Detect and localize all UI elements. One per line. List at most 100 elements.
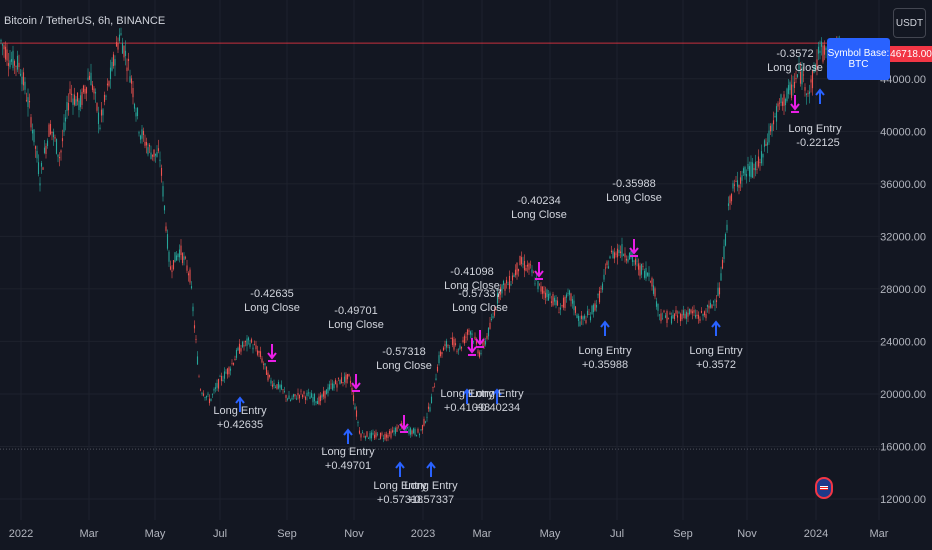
candle-body — [313, 394, 316, 402]
candle-body — [549, 293, 551, 296]
long-entry-value: +0.3572 — [696, 359, 736, 371]
candle-body — [427, 406, 430, 409]
candle-body — [201, 393, 203, 394]
candle-body — [352, 395, 355, 402]
candle-body — [621, 244, 623, 257]
long-close-arrowhead — [351, 382, 361, 390]
x-tick-label: Mar — [870, 528, 889, 540]
candle-body — [147, 147, 149, 155]
candle-body — [673, 313, 676, 320]
candle-body — [490, 318, 493, 321]
candle-body — [699, 318, 701, 321]
candle-body — [4, 46, 7, 60]
candle-body — [493, 309, 496, 316]
candle-body — [736, 180, 739, 187]
candle-body — [409, 428, 412, 435]
candle-body — [588, 313, 590, 315]
candle-body — [729, 196, 731, 204]
candle-body — [825, 47, 827, 50]
candle-body — [292, 394, 295, 397]
long-close-arrowhead — [399, 423, 409, 431]
candle-body — [742, 168, 745, 174]
candle-body — [697, 314, 700, 319]
candle-body — [682, 310, 685, 316]
long-entry-label: Long Entry — [321, 446, 375, 458]
candle-body — [514, 269, 517, 276]
candle-body — [252, 347, 254, 350]
candle-body — [301, 394, 304, 398]
candle-body — [75, 99, 77, 106]
us-flag-icon[interactable] — [815, 477, 833, 499]
candle-body — [811, 71, 814, 89]
candle-body — [70, 93, 73, 96]
candle-body — [543, 290, 545, 294]
candle-body — [681, 314, 683, 320]
candle-body — [555, 299, 557, 306]
long-entry-arrowhead — [343, 428, 353, 436]
candle-body — [226, 368, 229, 375]
candle-body — [786, 88, 788, 102]
candle-body — [306, 392, 308, 396]
long-close-label: Long Close — [452, 302, 508, 314]
candle-body — [261, 358, 263, 363]
candle-body — [172, 260, 175, 270]
candle-body — [27, 97, 29, 108]
candle-body — [741, 175, 743, 181]
candle-body — [727, 203, 730, 206]
x-tick-label: Sep — [277, 528, 297, 540]
candle-body — [1, 44, 4, 46]
candle-body — [321, 394, 323, 398]
candle-body — [745, 174, 748, 177]
candle-body — [463, 335, 466, 344]
candle-body — [495, 308, 497, 310]
candle-body — [117, 42, 119, 50]
candle-body — [583, 315, 586, 319]
candle-body — [142, 130, 145, 135]
candle-body — [196, 356, 199, 365]
candle-body — [49, 124, 52, 135]
candle-body — [346, 374, 349, 380]
candle-body — [805, 93, 808, 95]
candle-body — [574, 306, 577, 313]
candle-body — [454, 343, 457, 345]
candle-body — [792, 85, 794, 87]
candle-body — [327, 387, 329, 394]
candle-body — [508, 276, 511, 289]
candle-body — [522, 263, 524, 265]
candle-body — [291, 397, 293, 400]
candle-body — [51, 131, 53, 133]
candle-body — [540, 286, 542, 292]
candle-body — [274, 386, 277, 388]
candle-body — [636, 260, 638, 262]
candle-body — [525, 268, 527, 271]
candle-body — [390, 431, 392, 438]
candle-body — [496, 293, 499, 304]
candle-body — [678, 312, 680, 314]
candle-body — [757, 156, 760, 167]
candle-body — [483, 340, 485, 347]
candle-body — [408, 429, 410, 434]
currency-button[interactable]: USDT — [893, 8, 926, 38]
candle-body — [450, 337, 452, 339]
candle-body — [286, 398, 289, 400]
candle-body — [421, 424, 424, 431]
y-tick-label: 12000.00 — [880, 494, 926, 506]
y-tick-label: 40000.00 — [880, 126, 926, 138]
candle-body — [667, 318, 670, 320]
candle-body — [795, 77, 797, 80]
candle-body — [523, 260, 526, 271]
candle-body — [64, 117, 67, 122]
candle-body — [318, 396, 320, 405]
y-tick-label: 44000.00 — [880, 74, 926, 86]
candle-body — [247, 337, 250, 341]
candle-body — [718, 287, 721, 295]
candle-body — [694, 315, 697, 318]
candle-body — [823, 45, 826, 55]
candle-body — [519, 255, 521, 266]
candle-body — [616, 248, 619, 258]
x-tick-label: Nov — [737, 528, 757, 540]
long-close-arrowhead — [534, 270, 544, 278]
candle-body — [499, 287, 502, 295]
candle-body — [642, 266, 644, 268]
